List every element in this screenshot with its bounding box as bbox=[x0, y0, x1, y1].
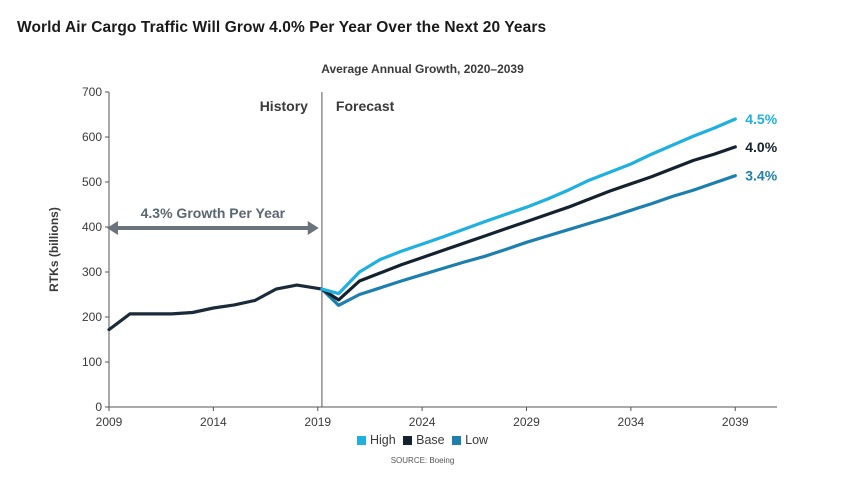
end-label-base: 4.0% bbox=[745, 139, 777, 155]
growth-arrow-left-head bbox=[107, 221, 118, 235]
legend-item-high: High bbox=[356, 433, 396, 447]
chart-title: World Air Cargo Traffic Will Grow 4.0% P… bbox=[17, 19, 547, 36]
y-axis-label: RTKs (billions) bbox=[47, 207, 61, 292]
x-tick-label: 2019 bbox=[304, 415, 331, 429]
y-tick-label: 100 bbox=[82, 355, 102, 369]
history-label: History bbox=[260, 98, 308, 114]
end-label-high: 4.5% bbox=[745, 111, 777, 127]
growth-annotation-label: 4.3% Growth Per Year bbox=[141, 205, 286, 221]
chart-marks bbox=[107, 117, 737, 332]
legend-swatch-base bbox=[403, 435, 413, 445]
x-tick-label: 2024 bbox=[409, 415, 436, 429]
x-tick-label: 2039 bbox=[722, 415, 749, 429]
history-line bbox=[107, 283, 324, 332]
y-tick-label: 400 bbox=[82, 220, 102, 234]
y-tick-label: 500 bbox=[82, 175, 102, 189]
y-tick-label: 200 bbox=[82, 310, 102, 324]
forecast-label: Forecast bbox=[336, 98, 395, 114]
growth-arrow-right-head bbox=[307, 221, 319, 235]
x-tick-label: 2014 bbox=[200, 415, 227, 429]
x-tick-label: 2009 bbox=[96, 415, 123, 429]
end-label-low: 3.4% bbox=[745, 168, 777, 184]
chart-labels: History Forecast 4.3% Growth Per Year 4.5% 4… bbox=[107, 98, 778, 235]
legend-label-base: Base bbox=[416, 433, 445, 447]
chart-subtitle: Average Annual Growth, 2020–2039 bbox=[321, 62, 524, 76]
x-tick-label: 2034 bbox=[618, 415, 645, 429]
series-line-low bbox=[320, 174, 737, 307]
x-tick-label: 2029 bbox=[513, 415, 540, 429]
chart-legend: High Base Low bbox=[0, 433, 845, 448]
y-tick-label: 600 bbox=[82, 130, 102, 144]
y-tick-label: 700 bbox=[82, 85, 102, 99]
legend-label-low: Low bbox=[465, 433, 489, 447]
series-line-base bbox=[320, 145, 737, 302]
chart-axes: 0 100 200 300 400 500 600 700 2009 2014 2019 2024 20… bbox=[47, 85, 777, 429]
legend-item-base: Base bbox=[403, 433, 445, 447]
y-tick-label: 300 bbox=[82, 265, 102, 279]
y-tick-label: 0 bbox=[95, 400, 102, 414]
source-note: SOURCE: Boeing bbox=[390, 456, 455, 465]
legend-swatch-high bbox=[356, 435, 366, 445]
legend-swatch-low bbox=[452, 435, 462, 445]
legend-item-low: Low bbox=[452, 433, 488, 447]
series-line-high bbox=[320, 117, 737, 296]
legend-label-high: High bbox=[369, 433, 396, 447]
